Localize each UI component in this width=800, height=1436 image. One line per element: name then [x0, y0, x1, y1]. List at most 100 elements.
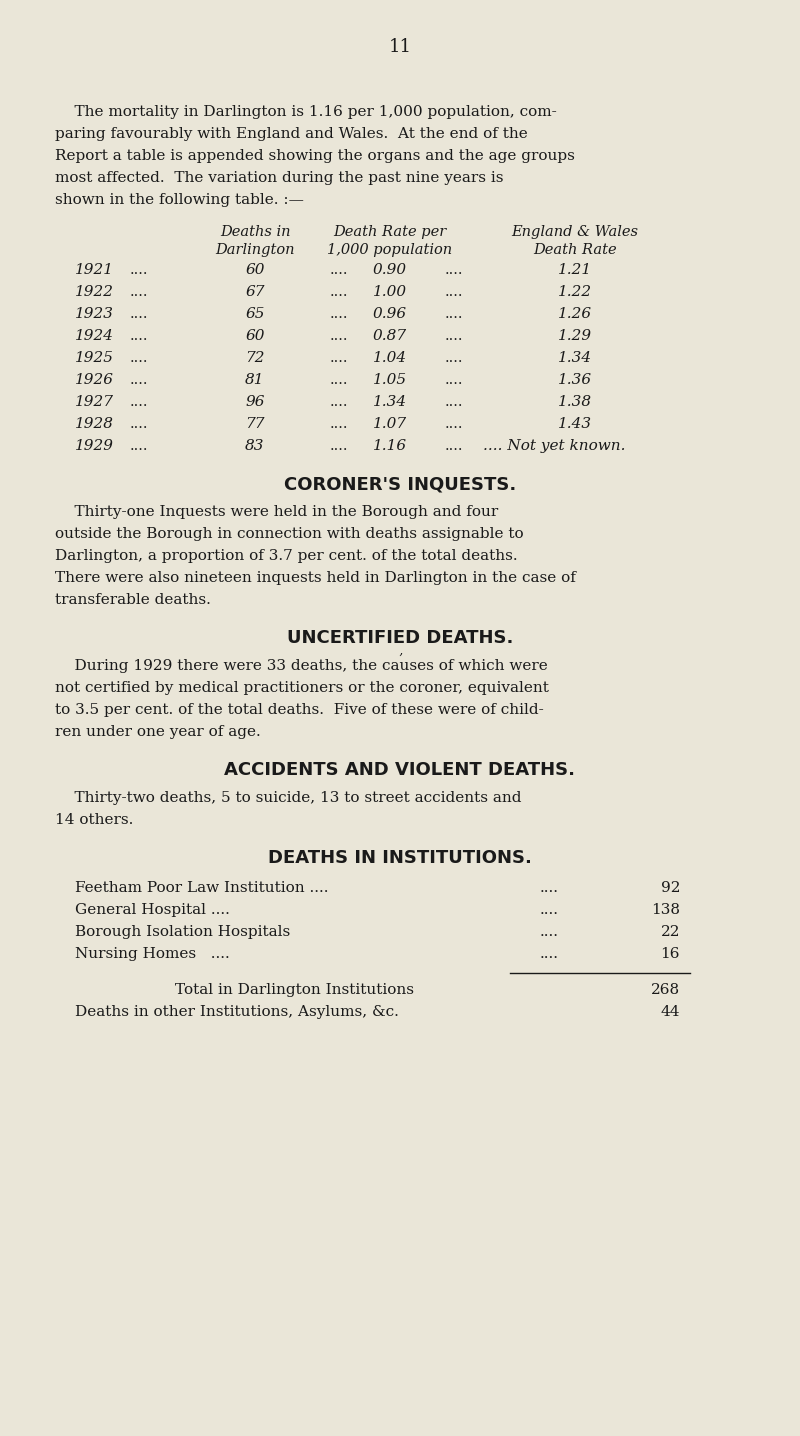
Text: 1925: 1925: [75, 350, 114, 365]
Text: Feetham Poor Law Institution ....: Feetham Poor Law Institution ....: [75, 882, 329, 895]
Text: 22: 22: [661, 925, 680, 939]
Text: Borough Isolation Hospitals: Borough Isolation Hospitals: [75, 925, 290, 939]
Text: CORONER'S INQUESTS.: CORONER'S INQUESTS.: [284, 475, 516, 493]
Text: ....: ....: [130, 373, 149, 386]
Text: ....: ....: [130, 395, 149, 409]
Text: ....: ....: [445, 373, 463, 386]
Text: ’: ’: [398, 653, 402, 666]
Text: 1.36: 1.36: [558, 373, 592, 386]
Text: 1.22: 1.22: [558, 284, 592, 299]
Text: 1924: 1924: [75, 329, 114, 343]
Text: 16: 16: [661, 946, 680, 961]
Text: 1.34: 1.34: [373, 395, 407, 409]
Text: Thirty-two deaths, 5 to suicide, 13 to street accidents and: Thirty-two deaths, 5 to suicide, 13 to s…: [55, 791, 522, 806]
Text: 0.90: 0.90: [373, 263, 407, 277]
Text: 1929: 1929: [75, 439, 114, 452]
Text: to 3.5 per cent. of the total deaths.  Five of these were of child-: to 3.5 per cent. of the total deaths. Fi…: [55, 704, 544, 717]
Text: ....: ....: [130, 263, 149, 277]
Text: 67: 67: [246, 284, 265, 299]
Text: ....: ....: [445, 307, 463, 322]
Text: 1.21: 1.21: [558, 263, 592, 277]
Text: .... Not yet known.: .... Not yet known.: [483, 439, 626, 452]
Text: Darlington, a proportion of 3.7 per cent. of the total deaths.: Darlington, a proportion of 3.7 per cent…: [55, 549, 518, 563]
Text: ....: ....: [130, 284, 149, 299]
Text: 1.34: 1.34: [558, 350, 592, 365]
Text: 11: 11: [389, 37, 411, 56]
Text: 0.87: 0.87: [373, 329, 407, 343]
Text: shown in the following table. :—: shown in the following table. :—: [55, 192, 304, 207]
Text: ....: ....: [330, 416, 349, 431]
Text: England & Wales: England & Wales: [511, 225, 638, 238]
Text: 1921: 1921: [75, 263, 114, 277]
Text: ....: ....: [130, 416, 149, 431]
Text: ....: ....: [130, 439, 149, 452]
Text: 92: 92: [661, 882, 680, 895]
Text: 14 others.: 14 others.: [55, 813, 134, 827]
Text: 1.07: 1.07: [373, 416, 407, 431]
Text: 83: 83: [246, 439, 265, 452]
Text: 138: 138: [651, 903, 680, 918]
Text: Darlington: Darlington: [215, 243, 294, 257]
Text: ....: ....: [445, 439, 463, 452]
Text: ....: ....: [330, 284, 349, 299]
Text: ren under one year of age.: ren under one year of age.: [55, 725, 261, 740]
Text: transferable deaths.: transferable deaths.: [55, 593, 211, 607]
Text: General Hospital ....: General Hospital ....: [75, 903, 230, 918]
Text: 1,000 population: 1,000 population: [327, 243, 453, 257]
Text: During 1929 there were 33 deaths, the causes of which were: During 1929 there were 33 deaths, the ca…: [55, 659, 548, 673]
Text: There were also nineteen inquests held in Darlington in the case of: There were also nineteen inquests held i…: [55, 572, 576, 584]
Text: 77: 77: [246, 416, 265, 431]
Text: ACCIDENTS AND VIOLENT DEATHS.: ACCIDENTS AND VIOLENT DEATHS.: [225, 761, 575, 778]
Text: ....: ....: [330, 350, 349, 365]
Text: ....: ....: [445, 350, 463, 365]
Text: Death Rate: Death Rate: [533, 243, 617, 257]
Text: 44: 44: [661, 1005, 680, 1020]
Text: Nursing Homes   ....: Nursing Homes ....: [75, 946, 230, 961]
Text: ....: ....: [540, 925, 559, 939]
Text: ....: ....: [330, 439, 349, 452]
Text: 1.26: 1.26: [558, 307, 592, 322]
Text: Death Rate per: Death Rate per: [334, 225, 446, 238]
Text: Thirty-one Inquests were held in the Borough and four: Thirty-one Inquests were held in the Bor…: [55, 505, 498, 518]
Text: 1923: 1923: [75, 307, 114, 322]
Text: 65: 65: [246, 307, 265, 322]
Text: ....: ....: [130, 329, 149, 343]
Text: 72: 72: [246, 350, 265, 365]
Text: 0.96: 0.96: [373, 307, 407, 322]
Text: ....: ....: [330, 329, 349, 343]
Text: ....: ....: [445, 395, 463, 409]
Text: Total in Darlington Institutions: Total in Darlington Institutions: [175, 984, 414, 997]
Text: Report a table is appended showing the organs and the age groups: Report a table is appended showing the o…: [55, 149, 575, 164]
Text: ....: ....: [445, 416, 463, 431]
Text: 1.43: 1.43: [558, 416, 592, 431]
Text: 1927: 1927: [75, 395, 114, 409]
Text: 1.16: 1.16: [373, 439, 407, 452]
Text: DEATHS IN INSTITUTIONS.: DEATHS IN INSTITUTIONS.: [268, 849, 532, 867]
Text: ....: ....: [445, 263, 463, 277]
Text: 1.29: 1.29: [558, 329, 592, 343]
Text: most affected.  The variation during the past nine years is: most affected. The variation during the …: [55, 171, 503, 185]
Text: 1922: 1922: [75, 284, 114, 299]
Text: 60: 60: [246, 329, 265, 343]
Text: ....: ....: [130, 350, 149, 365]
Text: 60: 60: [246, 263, 265, 277]
Text: ....: ....: [130, 307, 149, 322]
Text: ....: ....: [330, 263, 349, 277]
Text: ....: ....: [330, 307, 349, 322]
Text: ....: ....: [540, 946, 559, 961]
Text: 1928: 1928: [75, 416, 114, 431]
Text: Deaths in other Institutions, Asylums, &c.: Deaths in other Institutions, Asylums, &…: [75, 1005, 399, 1020]
Text: 1.38: 1.38: [558, 395, 592, 409]
Text: Deaths in: Deaths in: [220, 225, 290, 238]
Text: The mortality in Darlington is 1.16 per 1,000 population, com-: The mortality in Darlington is 1.16 per …: [55, 105, 557, 119]
Text: 96: 96: [246, 395, 265, 409]
Text: ....: ....: [445, 329, 463, 343]
Text: 81: 81: [246, 373, 265, 386]
Text: not certified by medical practitioners or the coroner, equivalent: not certified by medical practitioners o…: [55, 681, 549, 695]
Text: 268: 268: [651, 984, 680, 997]
Text: 1.04: 1.04: [373, 350, 407, 365]
Text: ....: ....: [540, 903, 559, 918]
Text: ....: ....: [445, 284, 463, 299]
Text: ....: ....: [330, 395, 349, 409]
Text: paring favourably with England and Wales.  At the end of the: paring favourably with England and Wales…: [55, 126, 528, 141]
